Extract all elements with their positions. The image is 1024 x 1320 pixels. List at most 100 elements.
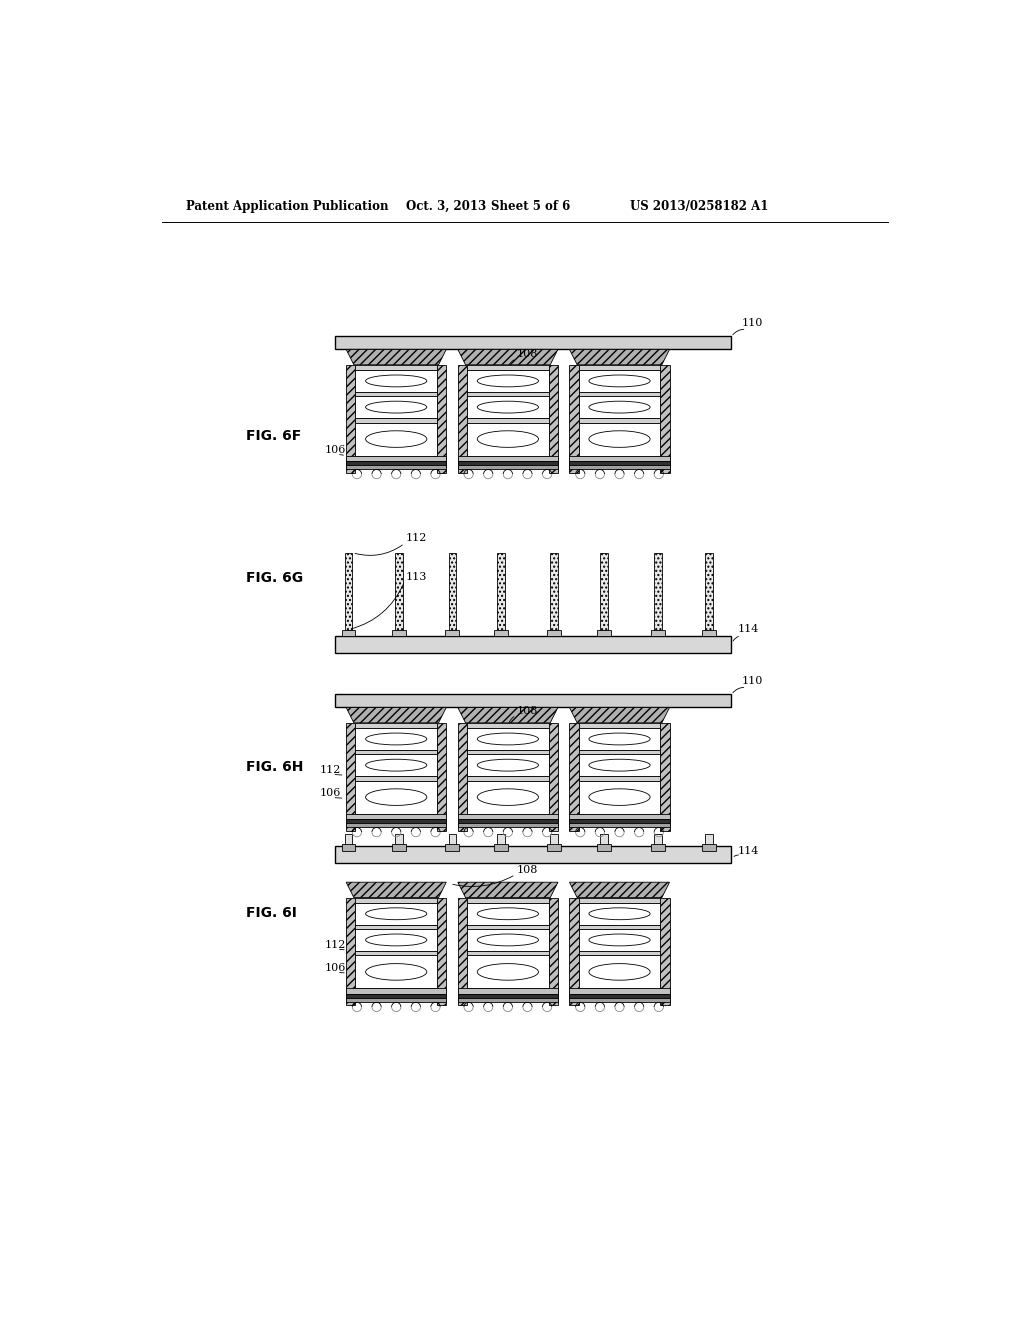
Bar [569, 994, 670, 998]
Bar [467, 898, 549, 903]
Bar [660, 364, 670, 473]
Bar [579, 755, 660, 776]
Bar [458, 989, 558, 994]
Bar [335, 335, 731, 350]
Bar [355, 898, 437, 903]
Bar [579, 723, 660, 729]
Bar [569, 818, 670, 822]
Bar [346, 813, 446, 818]
Bar [445, 630, 460, 636]
Bar [597, 845, 611, 850]
Bar [569, 898, 579, 1006]
Bar [355, 422, 437, 455]
Bar [467, 755, 549, 776]
Bar [345, 553, 352, 630]
Bar [355, 898, 437, 1006]
Bar [579, 364, 660, 473]
Bar [335, 693, 731, 708]
Ellipse shape [589, 759, 650, 771]
Polygon shape [346, 882, 446, 898]
Bar [346, 461, 446, 465]
Bar [467, 729, 549, 750]
Text: 102: 102 [516, 393, 538, 404]
Bar [346, 898, 355, 1006]
Bar [467, 780, 549, 813]
Bar [579, 418, 660, 422]
Bar [392, 845, 407, 850]
Bar [579, 364, 660, 370]
Text: 112: 112 [325, 940, 346, 949]
Bar [458, 898, 467, 1006]
Bar [550, 553, 558, 630]
Text: 102: 102 [516, 927, 538, 937]
Bar [569, 989, 670, 994]
Ellipse shape [477, 401, 539, 413]
Bar [437, 898, 446, 1006]
Polygon shape [458, 708, 558, 723]
Bar [569, 723, 579, 830]
Bar [342, 845, 355, 850]
Bar [467, 956, 549, 989]
Bar [449, 834, 457, 846]
Bar [345, 834, 352, 846]
Bar [467, 776, 549, 780]
Bar [579, 396, 660, 418]
Bar [467, 898, 549, 1006]
Text: 112: 112 [406, 533, 427, 543]
Bar [569, 822, 670, 826]
Bar [346, 989, 446, 994]
Bar [569, 813, 670, 818]
Bar [597, 630, 611, 636]
Bar [355, 903, 437, 924]
Bar [392, 630, 407, 636]
Bar [437, 364, 446, 473]
Bar [346, 822, 446, 826]
Bar [550, 834, 558, 846]
Ellipse shape [477, 759, 539, 771]
Ellipse shape [366, 733, 427, 744]
Bar [467, 396, 549, 418]
Bar [395, 553, 403, 630]
Bar [355, 755, 437, 776]
Bar [701, 845, 716, 850]
Bar [458, 455, 558, 461]
Bar [549, 723, 558, 830]
Ellipse shape [589, 935, 650, 946]
Ellipse shape [366, 759, 427, 771]
Text: 102: 102 [516, 752, 538, 762]
Ellipse shape [366, 375, 427, 387]
Text: 114: 114 [737, 624, 759, 634]
Bar [569, 465, 670, 469]
Bar [458, 465, 558, 469]
Ellipse shape [477, 733, 539, 744]
Text: FIG. 6F: FIG. 6F [246, 429, 301, 442]
Bar [458, 994, 558, 998]
Bar [579, 750, 660, 755]
Bar [458, 364, 467, 473]
Text: 114: 114 [737, 846, 759, 855]
Bar [579, 903, 660, 924]
Bar [355, 950, 437, 956]
Bar [600, 553, 608, 630]
Bar [355, 723, 437, 729]
Bar [654, 553, 662, 630]
Bar [547, 630, 561, 636]
Ellipse shape [589, 401, 650, 413]
Bar [467, 364, 549, 370]
Bar [458, 818, 558, 822]
Bar [467, 364, 549, 473]
Ellipse shape [589, 964, 650, 981]
Polygon shape [458, 350, 558, 364]
Bar [355, 776, 437, 780]
Bar [335, 636, 731, 653]
Ellipse shape [366, 935, 427, 946]
Bar [579, 898, 660, 1006]
Bar [458, 813, 558, 818]
Bar [355, 418, 437, 422]
Bar [458, 822, 558, 826]
Bar [355, 929, 437, 950]
Bar [579, 729, 660, 750]
Ellipse shape [477, 789, 539, 805]
Bar [569, 455, 670, 461]
Polygon shape [569, 708, 670, 723]
